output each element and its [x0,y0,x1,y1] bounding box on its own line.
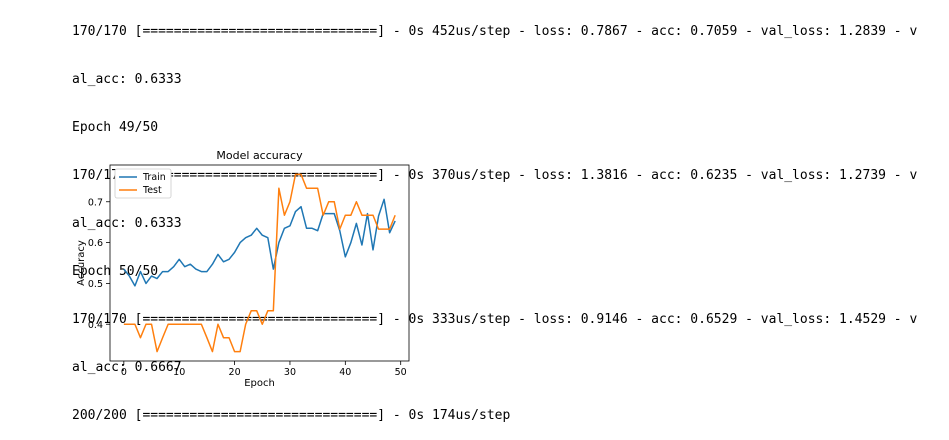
x-tick-label: 10 [173,367,185,378]
x-tick-label: 30 [284,367,296,378]
legend-label-train: Train [142,172,166,183]
y-tick-label: 0.5 [88,279,103,290]
output-line: Epoch 49/50 [72,120,159,135]
output-line: al_acc: 0.6667 [72,360,182,375]
y-tick-label: 0.4 [88,320,103,331]
chart-title: Model accuracy [216,149,303,162]
series-line-test [123,173,396,353]
x-tick-label: 50 [395,367,407,378]
x-tick-label: 40 [339,367,351,378]
output-line: 200/200 [==============================]… [72,408,511,423]
x-tick-label: 20 [229,367,241,378]
accuracy-chart: Model accuracy 0 10 20 30 40 50 0.4 0.5 0.6 0.7 E… [76,149,410,389]
output-line: 170/170 [==============================]… [72,168,918,183]
series-line-train [123,198,396,287]
y-tick-label: 0.6 [88,238,103,249]
legend-label-test: Test [142,185,162,196]
x-tick-label: 0 [121,367,127,378]
output-line: 170/170 [==============================]… [72,24,918,39]
legend: Train Test [114,168,172,199]
y-axis-label: Accuracy [76,240,87,286]
output-line: al_acc: 0.6333 [72,72,182,87]
plot-frame [109,164,410,362]
series-lines [123,173,396,353]
y-tick-label: 0.7 [88,197,103,208]
x-axis-label: Epoch [244,378,275,389]
output-line: al_acc: 0.6333 [72,216,182,231]
axis-ticks: 0 10 20 30 40 50 0.4 0.5 0.6 0.7 [88,197,407,378]
